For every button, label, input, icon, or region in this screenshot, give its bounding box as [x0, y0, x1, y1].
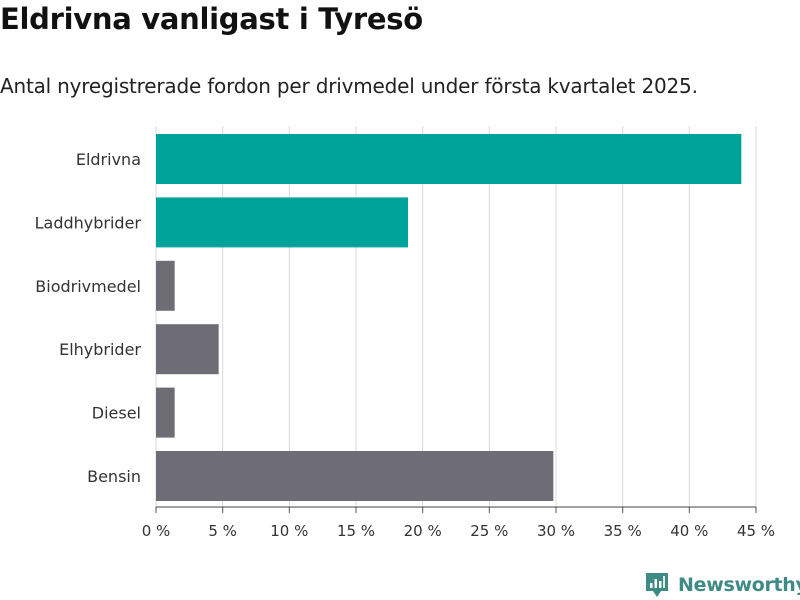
bar	[156, 324, 219, 375]
x-tick-label: 30 %	[537, 522, 575, 540]
bar	[156, 451, 554, 501]
chart-subtitle: Antal nyregistrerade fordon per drivmede…	[0, 74, 698, 98]
chart-title: Eldrivna vanligast i Tyresö	[0, 2, 423, 36]
x-axis: 0 % 5 % 10 % 15 % 20 % 25 % 30 % 35 % 40 % 45 %	[142, 506, 775, 540]
category-label: Elhybrider	[59, 340, 141, 359]
bar	[156, 387, 175, 438]
category-label: Diesel	[92, 404, 141, 423]
category-labels: Eldrivna Laddhybrider Biodrivmedel Elhybrid…	[35, 150, 142, 486]
newsworthy-logo: Newsworthy	[644, 571, 800, 599]
x-tick-label: 15 %	[337, 522, 375, 540]
bar-chart: 0 % 5 % 10 % 15 % 20 % 25 % 30 % 35 % 40 % 45 % E…	[35, 126, 775, 540]
category-label: Biodrivmedel	[35, 277, 141, 296]
x-tick-label: 40 %	[670, 522, 708, 540]
x-tick-label: 45 %	[737, 522, 775, 540]
category-label: Eldrivna	[76, 150, 141, 169]
category-label: Laddhybrider	[35, 213, 142, 232]
newsworthy-logo-text: Newsworthy	[678, 574, 800, 596]
bar	[156, 197, 408, 248]
x-tick-label: 10 %	[270, 522, 308, 540]
bars	[156, 134, 742, 501]
x-tick-label: 35 %	[604, 522, 642, 540]
x-tick-label: 5 %	[208, 522, 237, 540]
category-label: Bensin	[87, 467, 141, 486]
x-tick-label: 25 %	[470, 522, 508, 540]
x-tick-label: 20 %	[404, 522, 442, 540]
gridlines	[155, 126, 757, 507]
newsworthy-logo-icon	[646, 573, 668, 597]
bar	[156, 134, 742, 184]
x-tick-label: 0 %	[142, 522, 171, 540]
bar	[156, 260, 175, 311]
